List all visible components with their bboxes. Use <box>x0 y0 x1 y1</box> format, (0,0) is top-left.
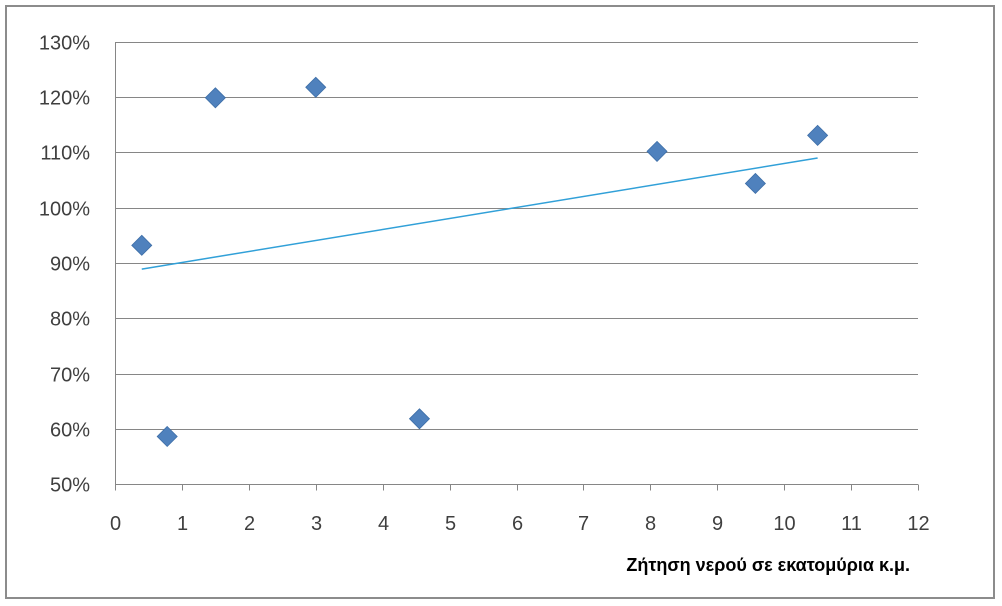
x-tick-label: 2 <box>244 513 255 535</box>
y-tick-label: 80% <box>50 309 90 331</box>
x-tick-label: 3 <box>311 513 322 535</box>
x-tick-label: 0 <box>110 513 121 535</box>
x-tick-label: 1 <box>177 513 188 535</box>
x-tick-label: 6 <box>512 513 523 535</box>
y-tick-label: 70% <box>50 365 90 387</box>
x-tick-label: 7 <box>578 513 589 535</box>
tick-labels: 50%60%70%80%90%100%110%120%130%0 1 2 3 4 5 6 7 8… <box>39 33 930 536</box>
trendline-layer <box>141 157 818 270</box>
x-tick-label: 5 <box>445 513 456 535</box>
axes <box>115 42 919 491</box>
x-tick-label: 10 <box>773 513 795 535</box>
data-point-diamond <box>305 76 327 98</box>
y-tick-label: 120% <box>39 88 90 110</box>
trendline <box>141 157 818 270</box>
data-point-diamond <box>807 124 829 146</box>
y-tick-label: 90% <box>50 254 90 276</box>
y-tick-label: 50% <box>50 475 90 497</box>
x-tick-label: 11 <box>841 513 862 535</box>
x-tick-label: 4 <box>378 513 389 535</box>
x-tick-label: 9 <box>712 513 723 535</box>
y-tick-label: 60% <box>50 420 90 442</box>
gridlines <box>115 42 918 430</box>
x-axis-title: Ζήτηση νερού σε εκατομύρια κ.μ. <box>626 555 910 575</box>
y-tick-label: 100% <box>39 199 90 221</box>
data-point-diamond <box>204 87 226 109</box>
x-tick-label: 12 <box>907 513 929 535</box>
x-tick-label: 8 <box>645 513 656 535</box>
data-point-diamond <box>156 425 178 448</box>
y-tick-label: 130% <box>39 33 90 55</box>
data-point-diamond <box>408 408 431 430</box>
chart-area <box>5 5 995 599</box>
data-point-diamond <box>646 140 668 162</box>
y-tick-label: 110% <box>40 143 90 165</box>
data-point-diamond <box>744 172 766 195</box>
data-point-diamond <box>131 234 153 256</box>
data-points <box>131 76 829 448</box>
